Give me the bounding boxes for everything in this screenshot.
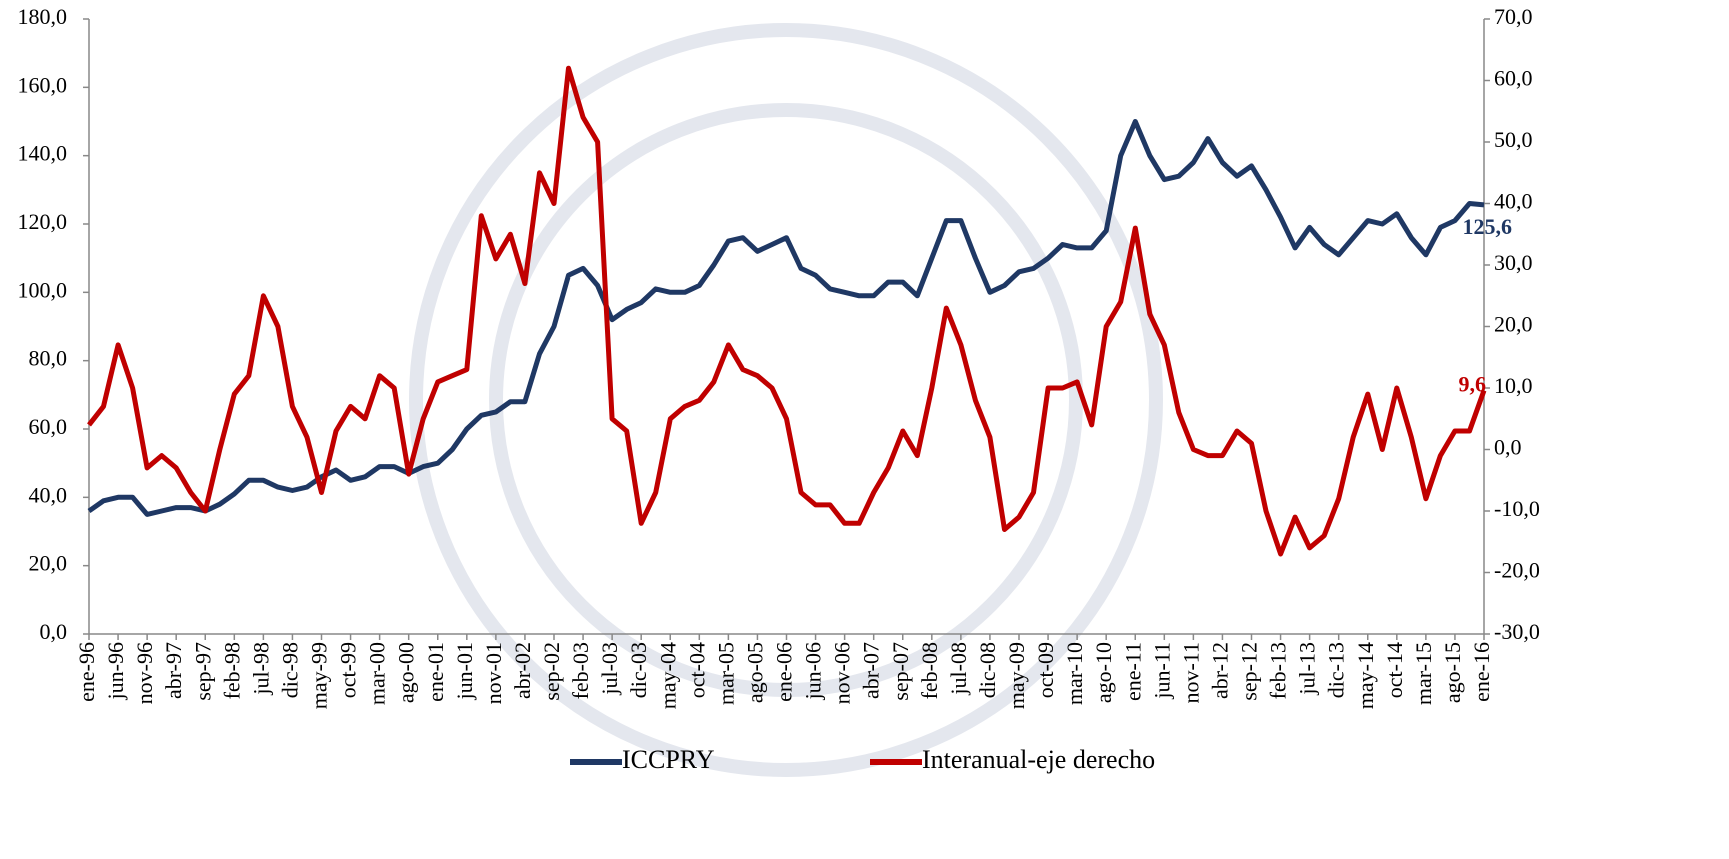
x-tick-label: jul-13 xyxy=(1295,642,1320,696)
x-tick-label: feb-13 xyxy=(1266,642,1291,699)
x-tick-label: ene-96 xyxy=(74,642,99,702)
x-tick-label: jun-06 xyxy=(801,642,826,700)
y2-tick-label: 10,0 xyxy=(1494,373,1533,398)
series-line xyxy=(87,65,1487,557)
x-tick-label: dic-98 xyxy=(277,642,302,698)
watermark xyxy=(409,23,1163,777)
y2-tick-label: 20,0 xyxy=(1494,312,1533,337)
y-tick-label: 160,0 xyxy=(18,72,68,97)
series-line xyxy=(87,119,1485,517)
x-tick-label: oct-99 xyxy=(336,642,361,698)
x-tick-label: dic-08 xyxy=(975,642,1000,698)
x-tick-label: jul-98 xyxy=(248,642,273,696)
x-tick-label: ago-00 xyxy=(394,642,419,703)
x-tick-label: mar-00 xyxy=(365,642,390,705)
x-tick-label: nov-96 xyxy=(132,642,157,704)
x-tick-label: nov-01 xyxy=(481,642,506,704)
y2-tick-label: 70,0 xyxy=(1494,4,1533,29)
x-tick-label: jun-01 xyxy=(452,642,477,700)
x-tick-label: jun-96 xyxy=(103,642,128,700)
x-tick-label: jun-11 xyxy=(1149,642,1174,700)
y2-tick-label: -20,0 xyxy=(1494,558,1540,583)
y-tick-label: 40,0 xyxy=(29,482,68,507)
y-tick-label: 60,0 xyxy=(29,414,68,439)
x-tick-label: oct-14 xyxy=(1382,642,1407,698)
legend-label: ICCPRY xyxy=(622,745,715,774)
x-tick-label: dic-13 xyxy=(1324,642,1349,698)
x-tick-label: ene-06 xyxy=(772,642,797,702)
x-tick-label: nov-11 xyxy=(1178,642,1203,704)
x-tick-label: abr-12 xyxy=(1207,642,1232,699)
y2-tick-label: 60,0 xyxy=(1494,66,1533,91)
x-tick-label: sep-97 xyxy=(190,642,215,701)
y2-tick-label: 0,0 xyxy=(1494,435,1522,460)
y2-tick-label: -30,0 xyxy=(1494,619,1540,644)
y2-tick-label: 30,0 xyxy=(1494,250,1533,275)
x-tick-label: may-04 xyxy=(655,642,680,709)
x-tick-label: sep-07 xyxy=(888,642,913,701)
y2-tick-label: 40,0 xyxy=(1494,189,1533,214)
x-tick-label: oct-09 xyxy=(1033,642,1058,698)
y-tick-label: 120,0 xyxy=(18,209,68,234)
x-tick-label: dic-03 xyxy=(626,642,651,698)
y-tick-label: 180,0 xyxy=(18,4,68,29)
y2-tick-label: 50,0 xyxy=(1494,127,1533,152)
x-tick-label: oct-04 xyxy=(684,642,709,698)
y-tick-label: 20,0 xyxy=(29,551,68,576)
y2-tick-label: -10,0 xyxy=(1494,496,1540,521)
x-tick-label: may-09 xyxy=(1004,642,1029,709)
x-tick-label: ene-01 xyxy=(423,642,448,702)
x-tick-label: ago-05 xyxy=(742,642,767,703)
x-tick-label: ago-15 xyxy=(1440,642,1465,703)
x-tick-label: may-99 xyxy=(307,642,332,709)
x-tick-label: sep-12 xyxy=(1237,642,1262,701)
y-tick-label: 100,0 xyxy=(18,277,68,302)
x-tick-label: feb-08 xyxy=(917,642,942,699)
x-tick-label: abr-97 xyxy=(161,642,186,699)
x-tick-label: ene-16 xyxy=(1469,642,1494,702)
x-tick-label: sep-02 xyxy=(539,642,564,701)
x-tick-label: feb-98 xyxy=(219,642,244,699)
y-tick-label: 140,0 xyxy=(18,141,68,166)
x-tick-label: jul-08 xyxy=(946,642,971,696)
x-tick-label: jul-03 xyxy=(597,642,622,696)
legend-label: Interanual-eje derecho xyxy=(922,745,1155,774)
x-tick-label: may-14 xyxy=(1353,642,1378,709)
data-label: 9,6 xyxy=(1459,372,1487,397)
x-tick-label: mar-15 xyxy=(1411,642,1436,705)
y-tick-label: 80,0 xyxy=(29,346,68,371)
x-tick-label: nov-06 xyxy=(830,642,855,704)
x-tick-label: ene-11 xyxy=(1120,642,1145,701)
y-tick-label: 0,0 xyxy=(40,619,68,644)
x-tick-label: abr-07 xyxy=(859,642,884,699)
x-tick-label: abr-02 xyxy=(510,642,535,699)
x-tick-label: feb-03 xyxy=(568,642,593,699)
x-tick-label: mar-05 xyxy=(713,642,738,705)
x-tick-label: mar-10 xyxy=(1062,642,1087,705)
x-tick-label: ago-10 xyxy=(1091,642,1116,703)
data-label: 125,6 xyxy=(1463,214,1513,239)
